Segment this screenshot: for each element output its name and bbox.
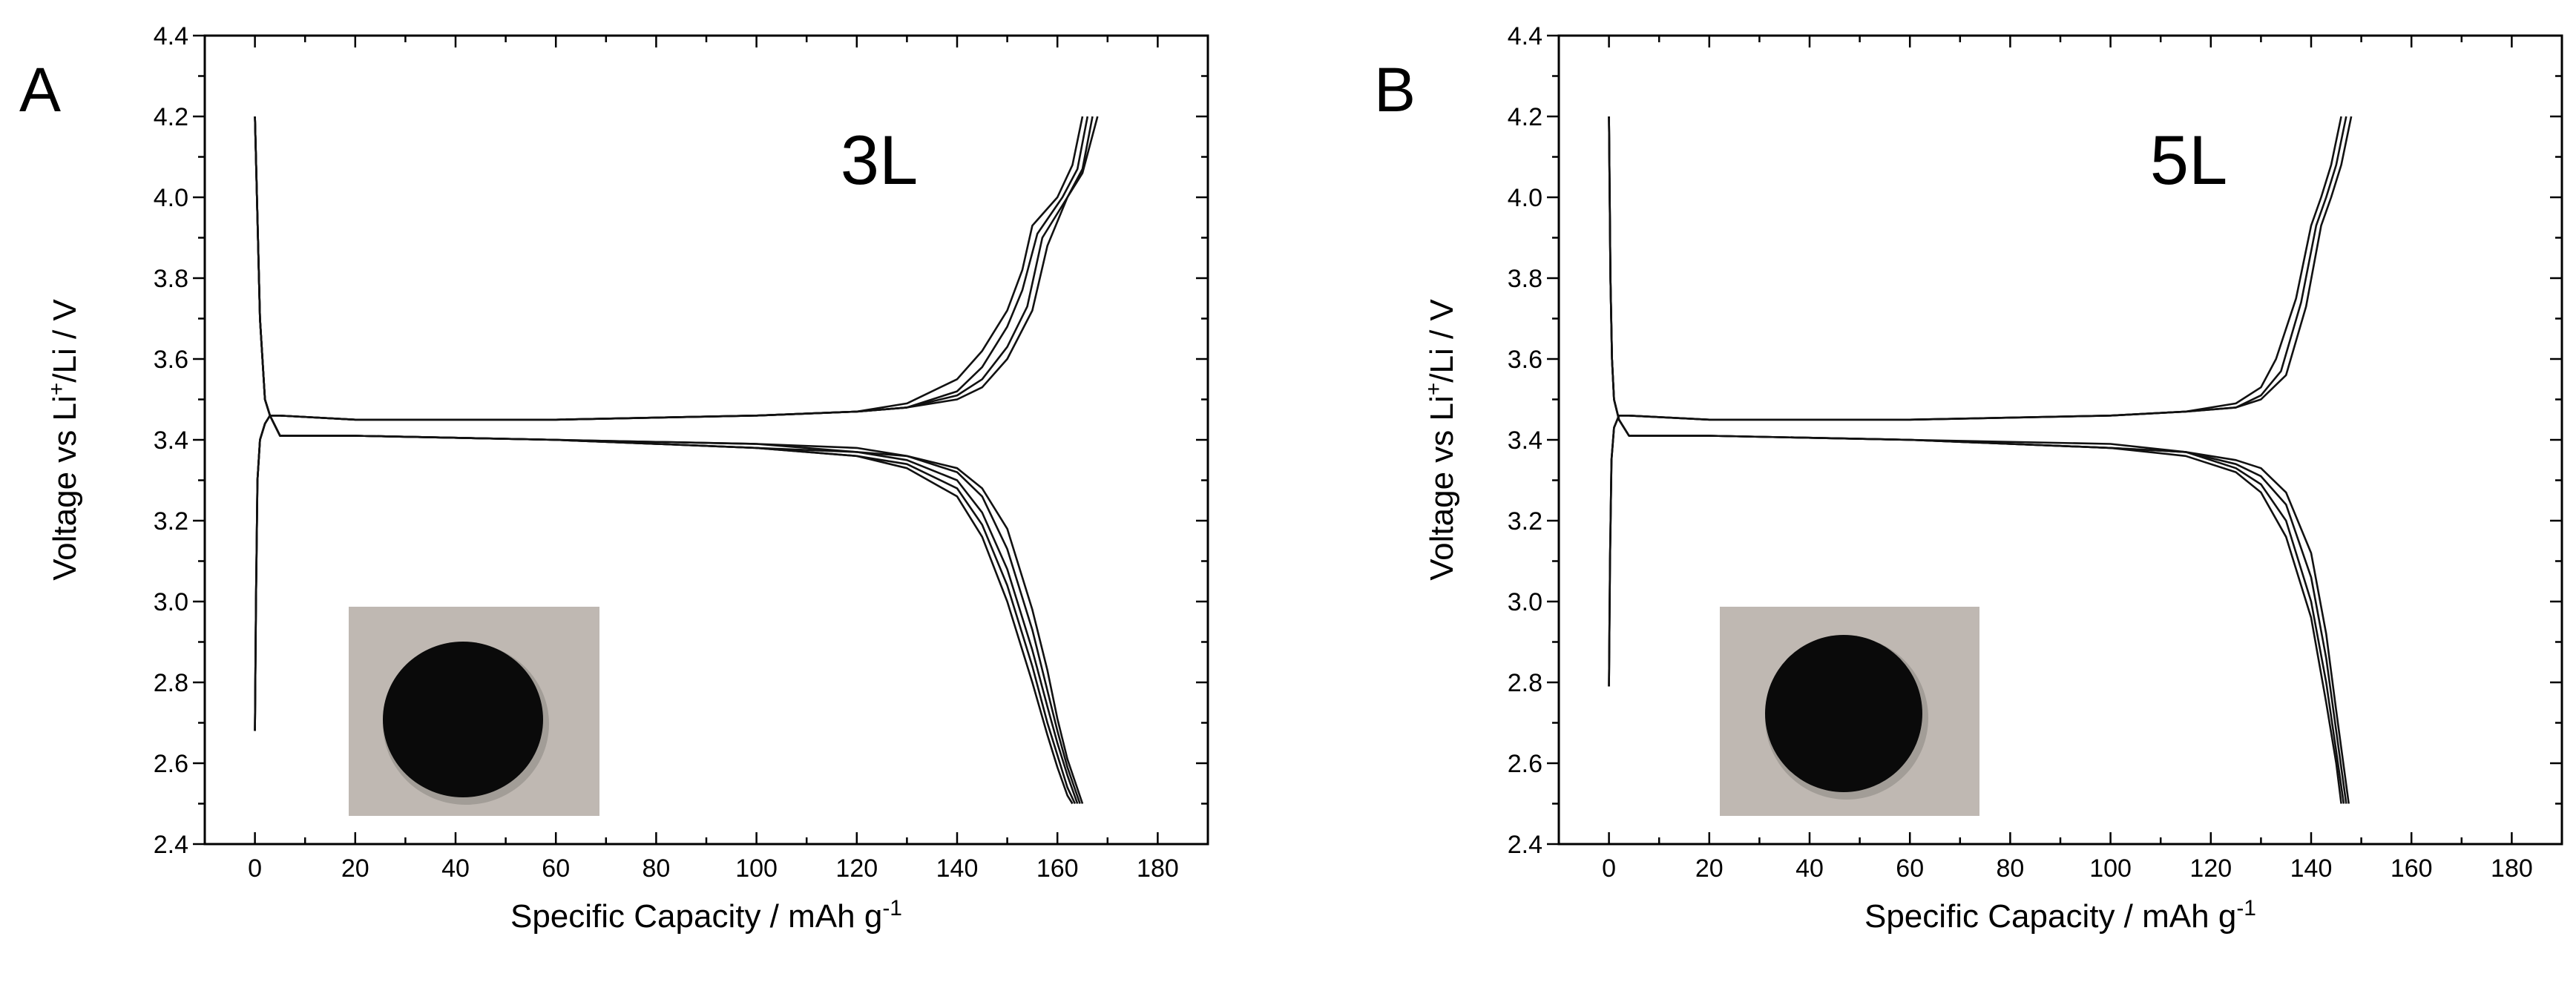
panel-label: B [1374, 55, 1416, 125]
x-tick-label: 60 [1896, 854, 1924, 883]
voltage-curve-7 [1608, 116, 2353, 687]
y-tick-label: 3.0 [154, 588, 188, 616]
sample-annotation: 3L [841, 121, 919, 199]
y-tick-label: 4.4 [1508, 22, 1542, 50]
y-tick-label: 4.0 [1508, 184, 1542, 212]
voltage-curve-9 [254, 116, 1099, 731]
x-tick-label: 100 [2089, 854, 2132, 883]
y-tick-label: 2.6 [1508, 750, 1542, 778]
x-tick-label: 160 [2391, 854, 2433, 883]
y-axis-title-superscript: + [1422, 383, 1446, 396]
y-tick-label: 4.0 [154, 184, 188, 212]
x-tick-label: 140 [2290, 854, 2333, 883]
y-tick-label: 3.6 [154, 346, 188, 374]
x-tick-label: 0 [248, 854, 262, 883]
inset-electrode-disc [1765, 635, 1922, 792]
x-tick-label: 60 [542, 854, 570, 883]
chart-panel-b: 0 20 40 60 80 100 120 140 160 180 2.4 2.6 2.8 3.0 3.2 3… [1374, 22, 2563, 935]
x-axis-title-main: Specific Capacity / mAh g [510, 898, 882, 935]
y-tick-label: 2.4 [154, 831, 188, 859]
x-tick-label: 180 [2491, 854, 2533, 883]
y-axis-title: Voltage vs Li+/Li / V [45, 299, 83, 581]
y-tick-label: 2.4 [1508, 831, 1542, 859]
y-tick-label: 4.2 [1508, 103, 1542, 131]
x-axis-title-superscript: -1 [882, 896, 902, 920]
y-tick-label: 2.8 [154, 669, 188, 697]
y-tick-label: 3.2 [154, 507, 188, 536]
x-tick-label: 140 [936, 854, 979, 883]
x-tick-label: 100 [735, 854, 778, 883]
voltage-curve-5 [254, 116, 1084, 804]
y-tick-label: 3.8 [154, 265, 188, 293]
y-tick-label: 2.8 [1508, 669, 1542, 697]
y-axis-title-main: Voltage vs Li [47, 395, 83, 581]
x-axis-title: Specific Capacity / mAh g-1 [510, 896, 902, 935]
x-tick-label: 120 [835, 854, 878, 883]
y-tick-label: 3.2 [1508, 507, 1542, 536]
inset-photo [349, 607, 599, 816]
x-tick-label: 120 [2189, 854, 2232, 883]
plot-frame [1557, 34, 2563, 846]
chart-panel-a: 0 20 40 60 80 100 120 140 160 180 2.4 2.6 2.8 3.0 3.2 3… [19, 22, 1209, 935]
y-axis-title: Voltage vs Li+/Li / V [1422, 299, 1460, 581]
sample-annotation: 5L [2150, 121, 2228, 199]
voltage-curve-5 [1608, 116, 2342, 687]
y-axis-title-rest: /Li / V [1424, 299, 1460, 383]
x-tick-label: 160 [1036, 854, 1079, 883]
voltage-curve-4 [1608, 116, 2350, 804]
x-tick-label: 80 [642, 854, 670, 883]
x-tick-label: 40 [441, 854, 470, 883]
y-axis-title-main: Voltage vs Li [1424, 395, 1460, 581]
y-tick-label: 4.4 [154, 22, 188, 50]
x-tick-label: 0 [1602, 854, 1616, 883]
x-axis-title: Specific Capacity / mAh g-1 [1864, 896, 2256, 935]
y-tick-label: 3.8 [1508, 265, 1542, 293]
y-axis-title-superscript: + [45, 383, 69, 396]
y-axis-title-rest: /Li / V [47, 299, 83, 383]
inset-photo [1720, 607, 1979, 816]
x-tick-label: 180 [1137, 854, 1179, 883]
x-tick-label: 20 [1695, 854, 1724, 883]
y-tick-label: 2.6 [154, 750, 188, 778]
x-axis-title-main: Specific Capacity / mAh g [1864, 898, 2236, 935]
y-tick-label: 3.4 [1508, 426, 1542, 455]
x-axis-title-superscript: -1 [2236, 896, 2256, 920]
y-tick-label: 4.2 [154, 103, 188, 131]
y-tick-label: 3.0 [1508, 588, 1542, 616]
x-tick-label: 80 [1996, 854, 2024, 883]
x-tick-label: 20 [341, 854, 369, 883]
voltage-curve-6 [1608, 116, 2347, 687]
panel-label: A [19, 55, 61, 125]
x-tick-label: 40 [1795, 854, 1824, 883]
y-tick-label: 3.4 [154, 426, 188, 455]
y-tick-label: 3.6 [1508, 346, 1542, 374]
inset-electrode-disc [383, 642, 543, 797]
